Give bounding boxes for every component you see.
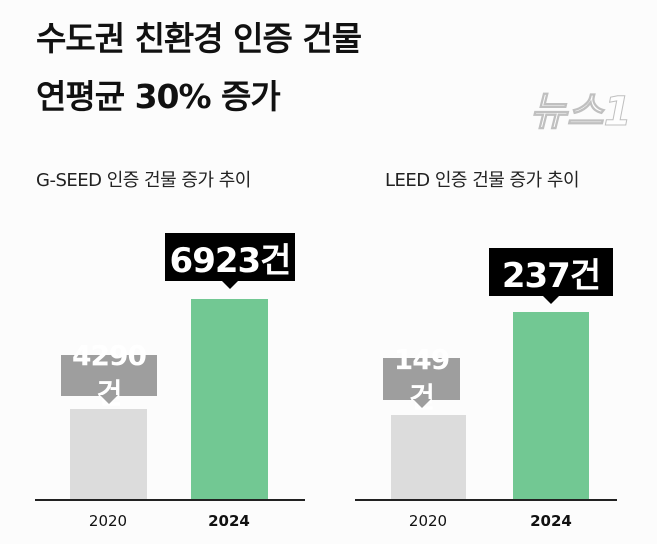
chart-title-leed: LEED 인증 건물 증가 추이 [385,170,580,191]
title-line-2: 연평균 30% 증가 [36,77,281,116]
bar-leed-2024 [513,312,589,499]
x-axis-gseed [35,499,305,501]
data-label-leed-2024: 237건 [489,248,613,304]
data-label-leed-2020: 149건 [383,343,460,414]
chart-title-gseed: G-SEED 인증 건물 증가 추이 [36,170,251,191]
tick-gseed-2020: 2020 [88,512,128,530]
x-axis-leed [355,499,617,501]
tick-leed-2024: 2024 [530,512,572,530]
bar-gseed-2024 [191,299,268,499]
tick-leed-2020: 2020 [408,512,448,530]
bar-gseed-2020 [70,409,147,499]
news1-watermark-logo: 뉴스1 [529,89,632,135]
data-label-gseed-2020: 4290건 [61,339,157,410]
data-label-gseed-2024: 6923건 [165,233,295,289]
title-line-1: 수도권 친환경 인증 건물 [36,19,362,58]
bar-leed-2020 [391,415,466,499]
tick-gseed-2024: 2024 [208,512,250,530]
